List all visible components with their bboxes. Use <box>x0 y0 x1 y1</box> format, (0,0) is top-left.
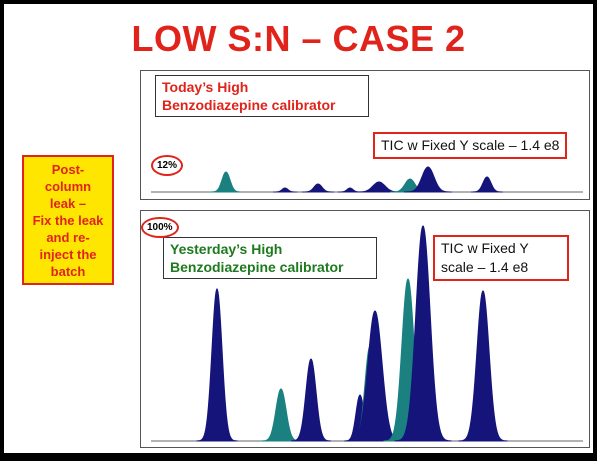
peak <box>291 358 331 442</box>
top-scale-badge: 12% <box>151 155 184 176</box>
bottom-plot <box>151 225 583 442</box>
top-label-line: Benzodiazepine calibrator <box>162 97 336 113</box>
top-callout: TIC w Fixed Y scale – 1.4 e8 <box>373 132 568 159</box>
bottom-callout-line: TIC w Fixed Y <box>441 240 529 256</box>
top-chromatogram: Today’s High Benzodiazepine calibrator T… <box>140 70 590 200</box>
peak <box>404 166 452 193</box>
bottom-callout-line: scale – 1.4 e8 <box>441 259 529 275</box>
side-note-line: Fix the leak <box>32 213 104 228</box>
bottom-label-line: Yesterday’s High <box>170 241 283 257</box>
side-note-line: batch <box>50 264 86 279</box>
top-label: Today’s High Benzodiazepine calibrator <box>155 75 369 117</box>
peak <box>394 225 452 442</box>
slide-title: LOW S:N – CASE 2 <box>131 18 466 59</box>
page: {"header": {"title": "LOW S:N – CASE 2"}… <box>0 4 597 461</box>
slide: LOW S:N – CASE 2 Post- column leak – Fix… <box>4 4 593 453</box>
bottom-label-line: Benzodiazepine calibrator <box>170 259 344 275</box>
peak <box>338 187 362 193</box>
side-note-line: leak – <box>49 196 87 211</box>
side-note-line: Post- <box>51 162 85 177</box>
peak <box>355 181 403 193</box>
bottom-scale-badge: 100% <box>141 217 179 238</box>
side-note-line: column <box>44 179 92 194</box>
side-note-line: inject the <box>39 247 97 262</box>
peak <box>471 176 503 193</box>
bottom-label: Yesterday’s High Benzodiazepine calibrat… <box>163 237 377 279</box>
peak <box>261 388 301 442</box>
bottom-callout: TIC w Fixed Y scale – 1.4 e8 <box>433 235 569 281</box>
side-note: Post- column leak – Fix the leak and re-… <box>22 155 114 285</box>
peak <box>196 288 238 442</box>
peak <box>273 187 297 193</box>
top-plot <box>151 166 583 193</box>
peak <box>458 290 508 442</box>
side-note-line: and re- <box>46 230 90 245</box>
peak <box>210 171 242 193</box>
top-label-line: Today’s High <box>162 79 249 95</box>
bottom-chromatogram: Yesterday’s High Benzodiazepine calibrat… <box>140 210 590 448</box>
peak <box>302 183 334 193</box>
